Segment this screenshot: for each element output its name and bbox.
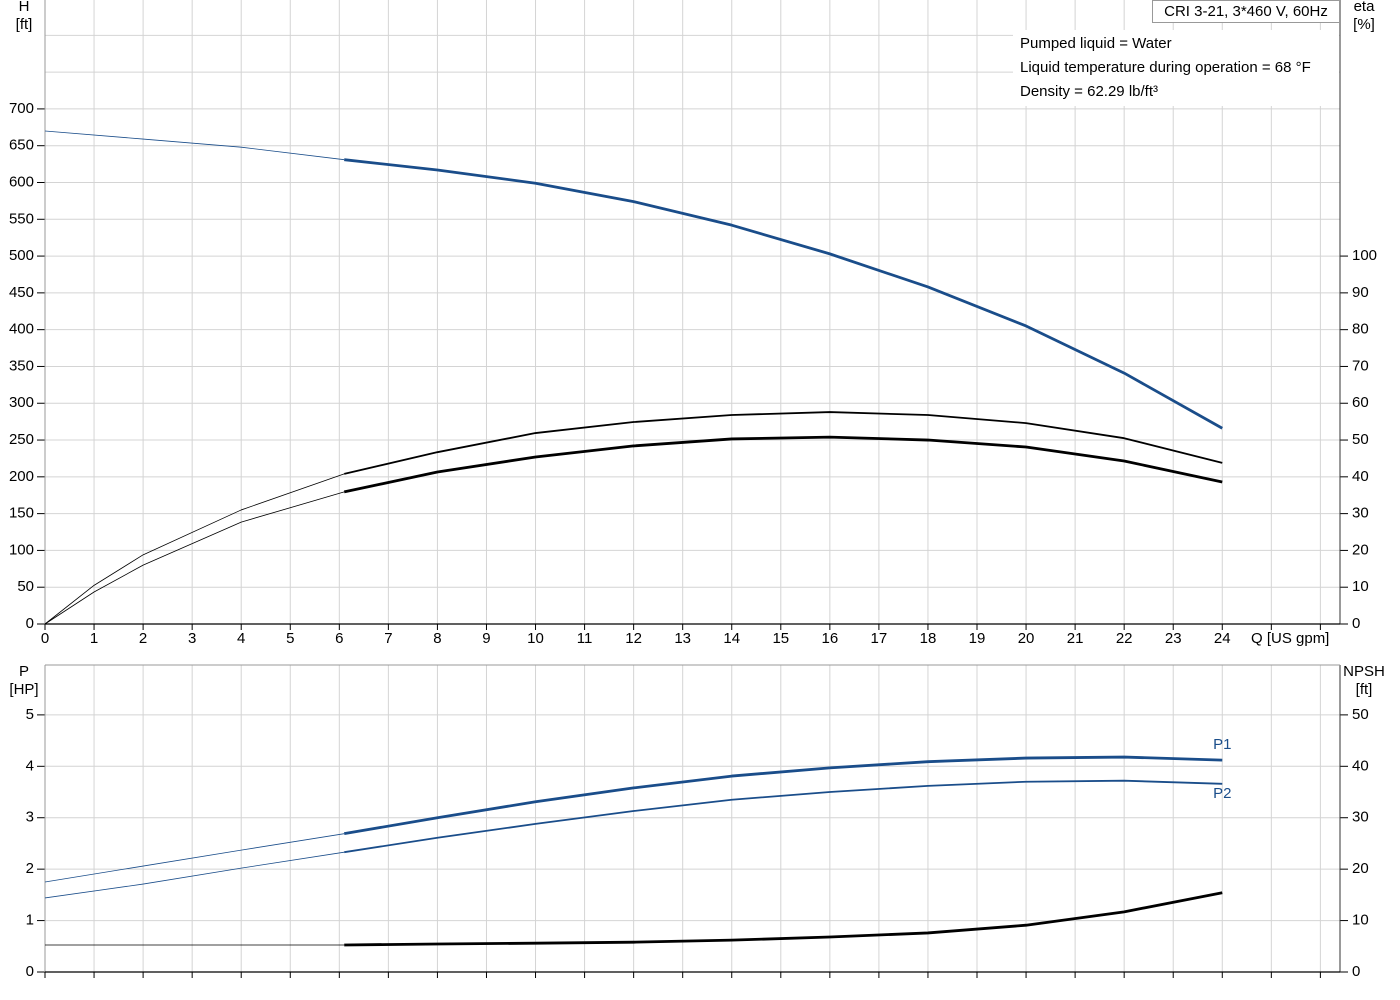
y-tick-label: 3 [26,809,34,826]
y-tick-label: 0 [26,963,34,980]
curve [343,435,1223,494]
y-tick-label: 2 [26,860,34,877]
x-tick-label: 10 [527,630,544,647]
x-tick-label: 1 [90,630,98,647]
y2-axis-label: NPSH [1343,663,1385,680]
y2-tick-label: 30 [1352,505,1369,522]
curve [44,130,345,161]
title-box [1152,0,1340,23]
curve [344,158,1223,430]
y2-tick-label: 10 [1352,578,1369,595]
y2-axis-label: eta [1354,0,1376,15]
x-tick-label: 13 [674,630,691,647]
annotation: Liquid temperature during operation = 68… [1020,59,1311,76]
y-tick-label: 600 [9,173,34,190]
y-tick-label: 650 [9,137,34,154]
x-tick-label: 15 [772,630,789,647]
series-label: P1 [1213,736,1231,753]
y2-tick-label: 40 [1352,468,1369,485]
annotation: Pumped liquid = Water [1020,35,1172,52]
y-tick-label: 300 [9,394,34,411]
y2-tick-label: 0 [1352,963,1360,980]
y2-tick-label: 70 [1352,357,1369,374]
x-tick-label: 4 [237,630,245,647]
curve [344,891,1223,947]
x-tick-label: 20 [1018,630,1035,647]
x-tick-label: 2 [139,630,147,647]
y2-tick-label: 50 [1352,431,1369,448]
x-tick-label: 3 [188,630,196,647]
x-tick-label: 24 [1214,630,1231,647]
y-axis-unit: [ft] [16,16,33,33]
y-tick-label: 350 [9,357,34,374]
curve [344,411,1223,475]
x-tick-label: 6 [335,630,343,647]
chart-title: CRI 3-21, 3*460 V, 60Hz [1164,3,1328,20]
y2-axis-unit: [%] [1353,16,1375,33]
y-tick-label: 500 [9,247,34,264]
x-tick-label: 23 [1165,630,1182,647]
y-tick-label: 250 [9,431,34,448]
x-tick-label: 19 [969,630,986,647]
x-tick-label: 7 [384,630,392,647]
y2-tick-label: 20 [1352,860,1369,877]
y-tick-label: 1 [26,912,34,929]
y-tick-label: 450 [9,284,34,301]
y2-tick-label: 90 [1352,284,1369,301]
y-tick-label: 4 [26,757,34,774]
y2-tick-label: 50 [1352,706,1369,723]
y2-tick-label: 30 [1352,809,1369,826]
y2-tick-label: 80 [1352,321,1369,338]
y-tick-label: 50 [17,578,34,595]
curve [44,833,345,883]
y2-tick-label: 100 [1352,247,1377,264]
annotation: Density = 62.29 lb/ft³ [1020,83,1158,100]
y2-tick-label: 40 [1352,757,1369,774]
y2-tick-label: 60 [1352,394,1369,411]
x-axis-label: Q [US gpm] [1251,630,1329,647]
x-tick-label: 21 [1067,630,1084,647]
x-tick-label: 17 [871,630,888,647]
y2-tick-label: 20 [1352,541,1369,558]
x-tick-label: 12 [625,630,642,647]
y2-axis-unit: [ft] [1356,681,1373,698]
x-tick-label: 8 [433,630,441,647]
y-axis-unit: [HP] [9,681,38,698]
y-tick-label: 0 [26,615,34,632]
x-tick-label: 18 [920,630,937,647]
y-tick-label: 550 [9,210,34,227]
y-tick-label: 400 [9,321,34,338]
y-tick-label: 200 [9,468,34,485]
y2-tick-label: 10 [1352,912,1369,929]
curve [344,779,1223,854]
x-tick-label: 0 [41,630,49,647]
x-tick-label: 16 [822,630,839,647]
x-tick-label: 5 [286,630,294,647]
curve [44,473,345,625]
annotation-box [1013,30,1339,106]
y-tick-label: 150 [9,505,34,522]
y-tick-label: 5 [26,706,34,723]
curve [44,491,345,625]
y2-tick-label: 0 [1352,615,1360,632]
x-tick-label: 22 [1116,630,1133,647]
curve [343,755,1223,836]
x-tick-label: 9 [482,630,490,647]
y-tick-label: 100 [9,541,34,558]
x-tick-label: 11 [577,630,593,647]
y-axis-label: P [19,663,29,680]
x-tick-label: 14 [723,630,740,647]
y-tick-label: 700 [9,100,34,117]
series-label: P2 [1213,785,1231,802]
y-axis-label: H [19,0,30,15]
curve [44,851,345,899]
